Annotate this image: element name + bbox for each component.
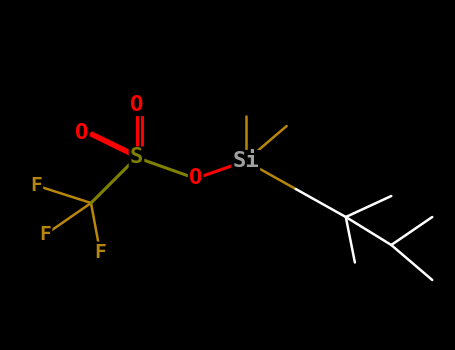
Text: F: F	[94, 243, 106, 261]
Text: F: F	[40, 225, 51, 244]
Text: F: F	[30, 176, 42, 195]
Text: O: O	[189, 168, 202, 189]
Text: Si: Si	[233, 151, 259, 171]
Text: O: O	[130, 95, 143, 115]
Text: S: S	[130, 147, 143, 168]
Text: O: O	[75, 123, 89, 143]
